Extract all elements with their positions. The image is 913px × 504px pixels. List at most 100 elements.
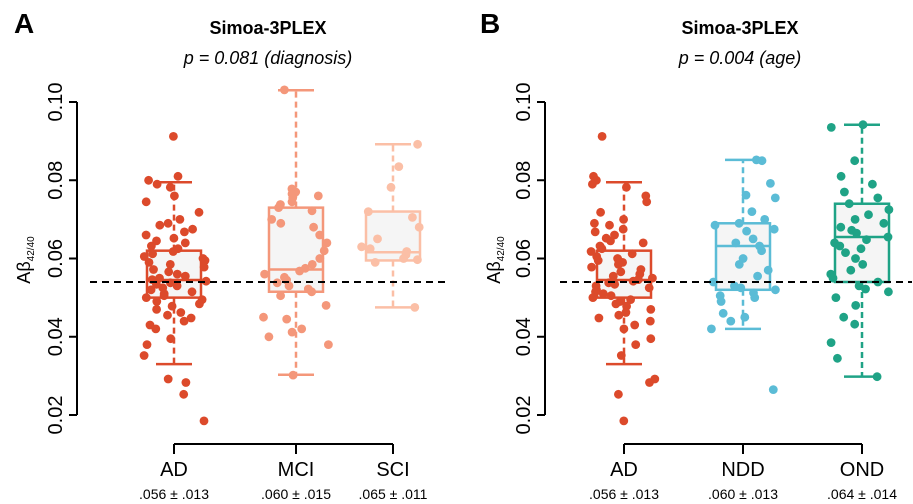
data-point xyxy=(141,197,151,207)
data-point xyxy=(168,247,178,256)
panel-b-y-tick-label: 0.06 xyxy=(513,239,535,278)
data-point xyxy=(709,277,718,287)
data-point xyxy=(614,310,624,320)
data-point xyxy=(410,303,420,312)
data-point xyxy=(642,197,652,207)
data-point xyxy=(872,372,882,382)
data-point xyxy=(152,179,162,189)
data-point xyxy=(165,260,175,269)
data-point xyxy=(619,215,628,224)
panel-a-x-tick-label: MCI xyxy=(278,459,315,481)
data-point xyxy=(631,340,641,349)
data-point xyxy=(826,123,836,132)
data-point xyxy=(357,242,366,252)
data-point xyxy=(194,207,204,217)
data-point xyxy=(146,285,156,295)
data-point xyxy=(322,238,332,248)
panel-b-group-ndd xyxy=(707,155,780,394)
data-point xyxy=(180,227,189,237)
data-point xyxy=(716,297,726,306)
data-point xyxy=(282,314,292,324)
data-point xyxy=(187,287,197,297)
data-point xyxy=(841,248,850,257)
data-point xyxy=(195,299,204,309)
data-point xyxy=(710,220,720,230)
data-point xyxy=(386,182,396,192)
data-point xyxy=(144,175,154,185)
data-point xyxy=(295,266,304,276)
data-point xyxy=(309,222,318,232)
data-point xyxy=(856,244,866,254)
data-point xyxy=(287,197,297,207)
data-point xyxy=(288,370,298,380)
panel-a-y-tick-label: 0.02 xyxy=(45,396,67,435)
data-point xyxy=(274,203,283,213)
data-point xyxy=(630,320,640,330)
panel-b-title: Simoa-3PLEX xyxy=(681,18,798,38)
data-point xyxy=(164,267,174,277)
panel-b-plot: 0.02 0.04 0.06 0.08 0.10 AD .056 ± .013 NDD .060… xyxy=(513,83,912,502)
data-point xyxy=(884,287,893,297)
panel-a-group-stat: .056 ± .013 xyxy=(139,486,209,502)
data-point xyxy=(163,218,173,228)
data-point xyxy=(626,295,635,304)
data-point xyxy=(394,162,404,172)
data-point xyxy=(627,249,637,259)
data-point xyxy=(852,228,861,238)
data-point xyxy=(645,378,654,387)
data-point xyxy=(718,308,728,318)
data-point xyxy=(590,218,599,228)
data-point xyxy=(597,244,607,254)
data-point xyxy=(319,246,329,256)
data-point xyxy=(165,182,175,192)
data-point xyxy=(315,254,325,263)
data-point xyxy=(836,222,846,232)
data-point xyxy=(836,171,846,181)
data-point xyxy=(148,249,158,259)
data-point xyxy=(151,324,161,334)
data-point xyxy=(621,308,631,317)
data-point xyxy=(766,179,775,188)
data-point xyxy=(644,283,654,293)
panel-a-group-sci xyxy=(357,139,424,312)
data-point xyxy=(726,316,736,326)
data-point xyxy=(141,293,151,302)
data-point xyxy=(611,299,621,309)
data-point xyxy=(596,207,605,217)
panel-b-header: B Simoa-3PLEX p = 0.004 (age) xyxy=(480,8,801,68)
data-point xyxy=(188,224,198,234)
data-point xyxy=(760,215,770,224)
panel-a-group-mci xyxy=(259,85,333,380)
data-point xyxy=(747,207,757,217)
panel-a-header: A Simoa-3PLEX p = 0.081 (diagnosis) xyxy=(14,8,352,68)
data-point xyxy=(828,273,838,283)
data-point xyxy=(408,213,417,222)
panel-a-y-tick-label: 0.08 xyxy=(45,161,67,200)
panel-b-letter: B xyxy=(480,8,500,39)
panel-a-group-ad xyxy=(139,132,211,426)
data-point xyxy=(614,389,623,399)
data-point xyxy=(139,351,149,360)
data-point xyxy=(864,210,873,220)
data-point xyxy=(588,293,598,302)
panel-b-subtitle: p = 0.004 (age) xyxy=(678,48,802,68)
data-point xyxy=(645,316,655,326)
data-point xyxy=(884,205,894,215)
data-point xyxy=(586,247,596,256)
data-point xyxy=(597,132,607,141)
data-point xyxy=(272,278,282,288)
data-point xyxy=(770,193,780,203)
data-point xyxy=(297,324,307,334)
data-point xyxy=(648,273,657,283)
data-point xyxy=(618,224,628,234)
data-point xyxy=(616,351,626,360)
data-point xyxy=(742,226,751,236)
data-point xyxy=(740,312,750,322)
data-point xyxy=(734,260,744,269)
data-point xyxy=(750,293,760,302)
panel-a-y-tick-label: 0.10 xyxy=(45,83,67,122)
data-point xyxy=(833,353,842,363)
data-point xyxy=(414,222,424,232)
data-point xyxy=(149,265,158,274)
data-point xyxy=(180,238,190,248)
